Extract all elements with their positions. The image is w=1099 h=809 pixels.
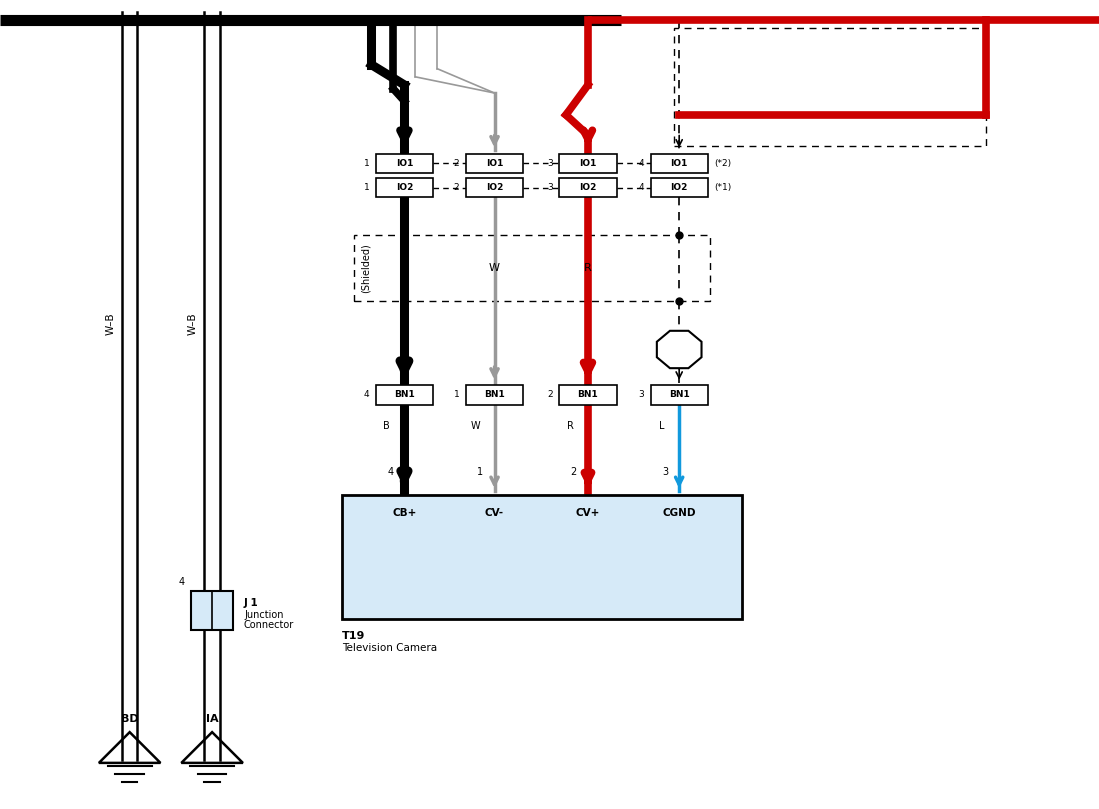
Polygon shape xyxy=(657,331,701,368)
Text: CV-: CV- xyxy=(485,508,504,518)
Text: IO1: IO1 xyxy=(396,159,413,168)
Text: 4: 4 xyxy=(364,390,369,400)
Text: 3: 3 xyxy=(547,183,553,193)
Text: 2: 2 xyxy=(547,390,553,400)
Text: (*1): (*1) xyxy=(714,183,732,193)
Text: 3: 3 xyxy=(662,468,668,477)
Bar xyxy=(559,385,617,404)
Text: IA: IA xyxy=(206,714,219,724)
Text: IO1: IO1 xyxy=(579,159,597,168)
Text: Television Camera: Television Camera xyxy=(342,643,437,653)
Text: 4: 4 xyxy=(178,578,185,587)
Text: 2: 2 xyxy=(454,159,459,168)
Text: 4: 4 xyxy=(639,183,644,193)
Bar xyxy=(342,495,742,619)
Text: L: L xyxy=(659,421,665,430)
Bar xyxy=(354,235,710,301)
Text: 4: 4 xyxy=(387,468,393,477)
Text: 1: 1 xyxy=(364,159,369,168)
Bar xyxy=(674,28,986,146)
Text: Junction: Junction xyxy=(244,610,284,620)
Text: CB+: CB+ xyxy=(392,508,417,518)
Text: 1: 1 xyxy=(477,468,484,477)
Bar xyxy=(651,154,708,173)
Text: R: R xyxy=(567,421,574,430)
Text: 4: 4 xyxy=(639,159,644,168)
Text: W: W xyxy=(489,263,500,273)
Bar xyxy=(376,178,433,197)
Text: W: W xyxy=(470,421,480,430)
Text: T19: T19 xyxy=(342,631,365,641)
Bar xyxy=(466,385,523,404)
Text: IO2: IO2 xyxy=(486,183,503,193)
Text: W–B: W–B xyxy=(188,312,198,335)
Text: BN1: BN1 xyxy=(485,390,504,400)
Bar xyxy=(466,178,523,197)
Bar xyxy=(376,154,433,173)
Text: IO2: IO2 xyxy=(579,183,597,193)
Text: BN1: BN1 xyxy=(395,390,414,400)
Text: B: B xyxy=(384,421,390,430)
Bar xyxy=(466,154,523,173)
Text: BN1: BN1 xyxy=(578,390,598,400)
Text: IO1: IO1 xyxy=(486,159,503,168)
Bar xyxy=(376,385,433,404)
Text: (*2): (*2) xyxy=(714,159,732,168)
Text: W–B: W–B xyxy=(106,312,115,335)
Text: J 1: J 1 xyxy=(244,598,258,608)
Text: 1: 1 xyxy=(364,183,369,193)
Text: 1: 1 xyxy=(454,390,459,400)
Bar xyxy=(651,178,708,197)
Text: R: R xyxy=(584,263,592,273)
Bar xyxy=(559,178,617,197)
Text: IO1: IO1 xyxy=(670,159,688,168)
Text: CV+: CV+ xyxy=(576,508,600,518)
Text: IO2: IO2 xyxy=(670,183,688,193)
Bar xyxy=(559,154,617,173)
Text: BN1: BN1 xyxy=(669,390,689,400)
Text: 3: 3 xyxy=(547,159,553,168)
Text: Connector: Connector xyxy=(244,621,295,630)
Text: (Shielded): (Shielded) xyxy=(360,243,370,293)
Text: 2: 2 xyxy=(570,468,577,477)
Bar xyxy=(651,385,708,404)
Text: B: B xyxy=(401,263,408,273)
Text: CGND: CGND xyxy=(663,508,696,518)
Text: BD: BD xyxy=(121,714,138,724)
Bar xyxy=(191,591,233,630)
Text: 3: 3 xyxy=(639,390,644,400)
Text: 2: 2 xyxy=(454,183,459,193)
Text: IO2: IO2 xyxy=(396,183,413,193)
